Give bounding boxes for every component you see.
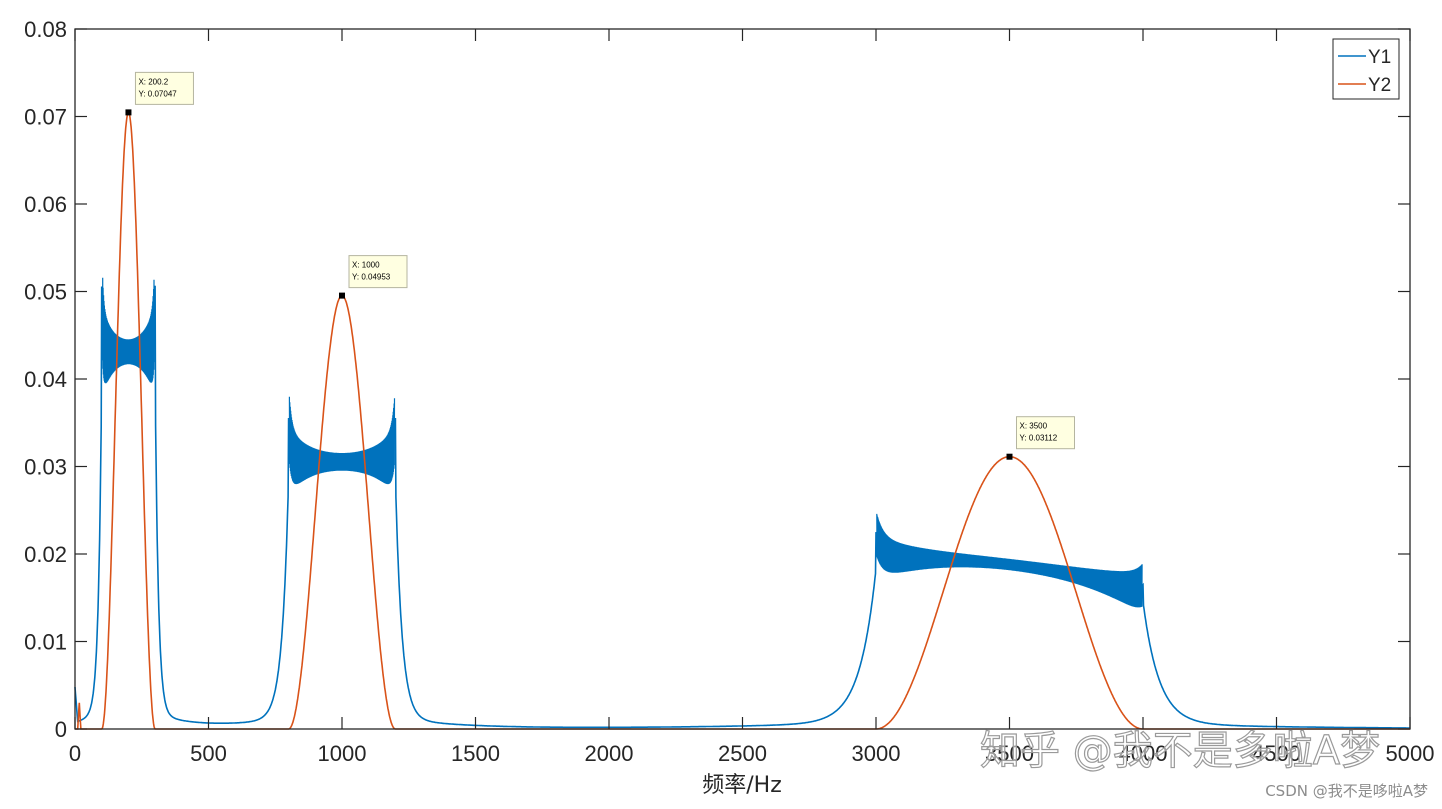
datatip-x-label: X: 200.2 — [138, 77, 168, 86]
y-axis: 0 0.01 0.02 0.03 0.04 0.05 0.06 0.07 0.08 — [24, 17, 1410, 742]
credit-text: CSDN @我不是哆啦A梦 — [1265, 782, 1428, 800]
x-tick-label: 500 — [190, 741, 227, 766]
legend-y2-label: Y2 — [1368, 75, 1391, 96]
x-tick-label: 2500 — [718, 741, 767, 766]
y-tick-label: 0.02 — [24, 542, 67, 567]
datatip-box[interactable] — [1016, 416, 1075, 450]
datatip-x-label: X: 3500 — [1020, 422, 1048, 431]
x-tick-label: 0 — [69, 741, 81, 766]
y-tick-label: 0.01 — [24, 630, 67, 655]
x-axis: 0 500 1000 1500 2000 2500 3000 3500 4000 4500 5000 — [69, 29, 1435, 766]
x-tick-label: 2000 — [585, 741, 634, 766]
watermark-text: 知乎 @我不是多啦A梦 — [980, 728, 1380, 774]
y-tick-label: 0.05 — [24, 280, 67, 305]
y-tick-label: 0.04 — [24, 367, 67, 392]
datatip-box[interactable] — [134, 71, 194, 105]
x-tick-label: 3500 — [985, 741, 1034, 766]
y-tick-label: 0.03 — [24, 455, 67, 480]
datatip-y-label: Y: 0.07047 — [138, 89, 177, 98]
x-tick-label: 5000 — [1386, 741, 1435, 766]
legend-box — [1332, 38, 1400, 100]
legend-y1-label: Y1 — [1368, 47, 1391, 68]
y-tick-label: 0 — [55, 717, 67, 742]
y-tick-label: 0.06 — [24, 192, 67, 217]
datatip-marker[interactable] — [125, 109, 132, 116]
series-y1-ripple — [101, 277, 1143, 608]
datatip-y-label: Y: 0.04953 — [352, 273, 391, 282]
datatips: X: 200.2 Y: 0.07047 X: 1000 Y: 0.04953 X: 35… — [125, 71, 1075, 460]
datatip-box[interactable] — [348, 255, 408, 289]
datatip-marker[interactable] — [339, 292, 345, 299]
datatip-marker[interactable] — [1006, 453, 1013, 460]
datatip-y-label: Y: 0.03112 — [1020, 434, 1058, 443]
x-tick-label: 1500 — [451, 741, 500, 766]
x-tick-label: 3000 — [852, 741, 901, 766]
y-tick-label: 0.07 — [24, 105, 67, 130]
x-tick-label: 4500 — [1252, 741, 1301, 766]
x-axis-title: 频率/Hz — [702, 773, 782, 798]
y-tick-label: 0.08 — [24, 17, 67, 42]
plot-background — [75, 29, 1410, 729]
x-tick-label: 1000 — [318, 741, 367, 766]
datatip-x-label: X: 1000 — [352, 261, 380, 270]
x-tick-label: 4000 — [1119, 741, 1168, 766]
legend[interactable]: Y1 Y2 — [1332, 38, 1400, 100]
